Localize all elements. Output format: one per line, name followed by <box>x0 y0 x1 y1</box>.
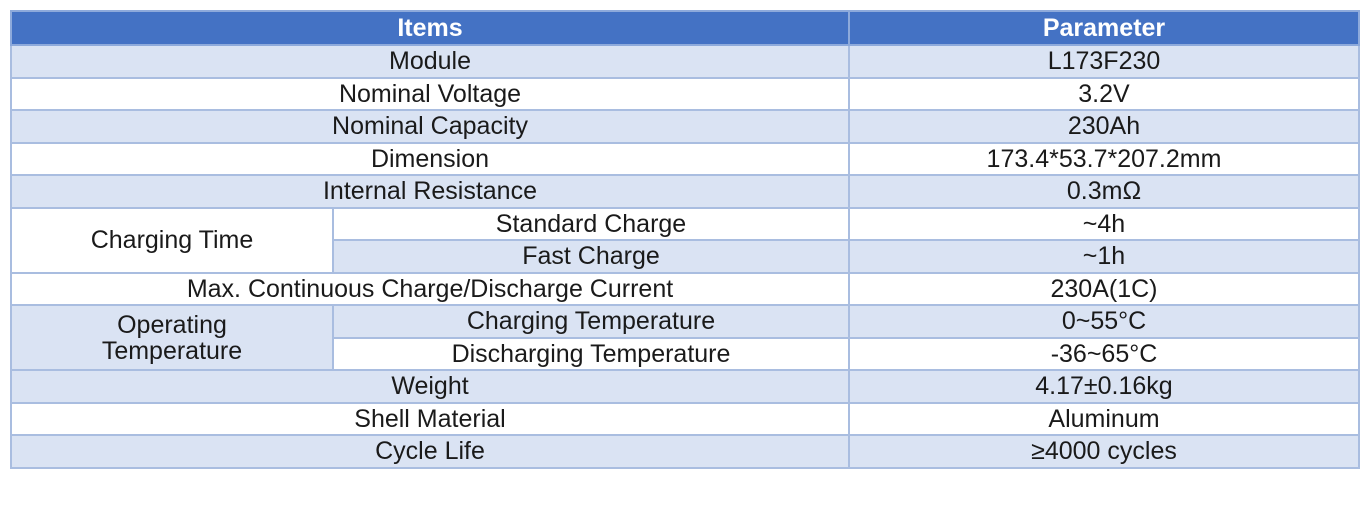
item-cell: Module <box>10 44 850 79</box>
value-cell: 0.3mΩ <box>848 174 1360 209</box>
sub-item-cell: Fast Charge <box>332 239 850 274</box>
value-cell: 173.4*53.7*207.2mm <box>848 141 1360 176</box>
table-row: Dimension 173.4*53.7*207.2mm <box>10 141 1360 176</box>
value-cell: -36~65°C <box>848 336 1360 371</box>
table-header-row: Items Parameter <box>10 10 1360 46</box>
charging-time-group-cell: Charging Time <box>10 206 334 274</box>
item-cell: Shell Material <box>10 401 850 436</box>
table-row: Internal Resistance 0.3mΩ <box>10 174 1360 209</box>
item-cell: Nominal Capacity <box>10 109 850 144</box>
value-cell: ~1h <box>848 239 1360 274</box>
sub-item-cell: Discharging Temperature <box>332 336 850 371</box>
value-cell: 3.2V <box>848 76 1360 111</box>
spec-table-container: Items Parameter Module L173F230 Nominal … <box>10 10 1360 469</box>
table-row: Nominal Voltage 3.2V <box>10 76 1360 111</box>
parameter-header: Parameter <box>848 10 1360 46</box>
operating-temperature-group-cell: Operating Temperature <box>10 304 334 371</box>
sub-item-cell: Standard Charge <box>332 206 850 241</box>
value-cell: 0~55°C <box>848 304 1360 339</box>
value-cell: 230A(1C) <box>848 271 1360 306</box>
item-cell: Dimension <box>10 141 850 176</box>
value-cell: ≥4000 cycles <box>848 434 1360 469</box>
table-row: Shell Material Aluminum <box>10 401 1360 436</box>
item-cell: Weight <box>10 369 850 404</box>
table-row: Cycle Life ≥4000 cycles <box>10 434 1360 469</box>
value-cell: 4.17±0.16kg <box>848 369 1360 404</box>
group-label-line: Temperature <box>101 336 243 365</box>
table-row: Charging Time Standard Charge ~4h <box>10 206 1360 274</box>
group-label-line: Operating <box>117 310 227 339</box>
table-row: Fast Charge ~1h <box>11 239 1360 274</box>
value-cell: ~4h <box>848 206 1360 241</box>
table-row: Weight 4.17±0.16kg <box>10 369 1360 404</box>
item-cell: Internal Resistance <box>10 174 850 209</box>
sub-item-cell: Charging Temperature <box>332 304 850 339</box>
items-header: Items <box>10 10 850 46</box>
table-row: Module L173F230 <box>10 44 1360 79</box>
item-cell: Max. Continuous Charge/Discharge Current <box>10 271 850 306</box>
value-cell: Aluminum <box>848 401 1360 436</box>
table-row: Max. Continuous Charge/Discharge Current… <box>10 271 1360 306</box>
value-cell: L173F230 <box>848 44 1360 79</box>
spec-table: Items Parameter Module L173F230 Nominal … <box>10 10 1360 469</box>
table-row: Operating Temperature Charging Temperatu… <box>10 304 1360 371</box>
item-cell: Nominal Voltage <box>10 76 850 111</box>
table-row: Nominal Capacity 230Ah <box>10 109 1360 144</box>
item-cell: Cycle Life <box>10 434 850 469</box>
value-cell: 230Ah <box>848 109 1360 144</box>
table-row: Discharging Temperature -36~65°C <box>11 336 1360 371</box>
